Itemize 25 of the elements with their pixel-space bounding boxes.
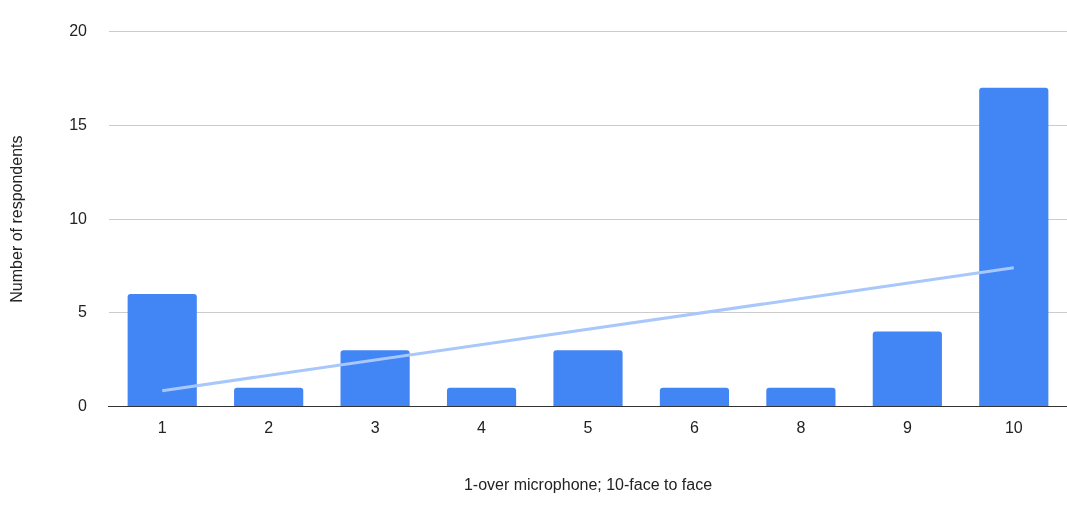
bar — [872, 331, 942, 407]
bar — [979, 87, 1049, 407]
y-tick-label: 10 — [69, 209, 88, 227]
y-tick-label: 20 — [69, 22, 88, 40]
bar — [340, 350, 410, 407]
y-tick-label: 5 — [78, 303, 88, 321]
x-axis-title: 1-over microphone; 10-face to face — [463, 475, 713, 493]
bar — [766, 387, 836, 407]
x-tick-label: 4 — [477, 418, 487, 436]
x-tick-label: 9 — [902, 418, 912, 436]
x-tick-label: 3 — [370, 418, 380, 436]
x-tick-label: 2 — [264, 418, 274, 436]
x-tick-label: 8 — [796, 418, 806, 436]
x-tick-label: 1 — [157, 418, 167, 436]
bar — [446, 387, 517, 407]
bar — [127, 294, 197, 407]
bar — [234, 387, 304, 407]
y-tick-label: 15 — [69, 115, 88, 133]
bar — [553, 350, 623, 407]
x-tick-label: 10 — [1004, 418, 1023, 436]
y-tick-label: 0 — [78, 397, 88, 415]
x-tick-label: 6 — [689, 418, 699, 436]
y-axis-title: Number of respondents — [8, 135, 26, 303]
x-tick-label: 5 — [583, 418, 593, 436]
bar — [659, 387, 730, 407]
